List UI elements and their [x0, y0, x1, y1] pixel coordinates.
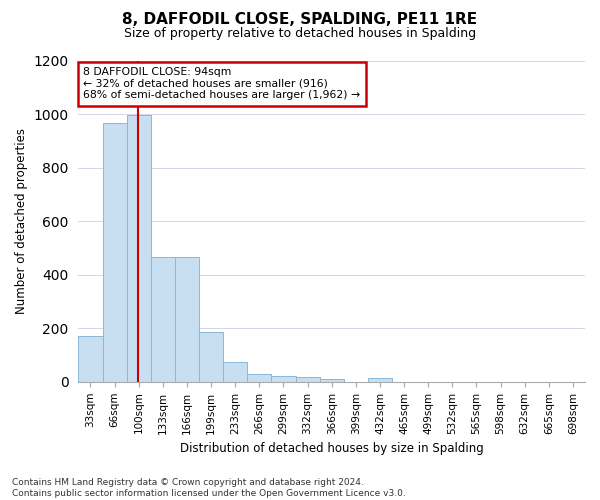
Bar: [368, 378, 392, 382]
Bar: [271, 376, 296, 382]
Text: Size of property relative to detached houses in Spalding: Size of property relative to detached ho…: [124, 28, 476, 40]
Bar: [199, 332, 223, 382]
Bar: [296, 377, 320, 382]
Y-axis label: Number of detached properties: Number of detached properties: [15, 128, 28, 314]
Bar: [223, 362, 247, 382]
Text: 8 DAFFODIL CLOSE: 94sqm
← 32% of detached houses are smaller (916)
68% of semi-d: 8 DAFFODIL CLOSE: 94sqm ← 32% of detache…: [83, 67, 361, 100]
Bar: [247, 374, 271, 382]
Bar: [79, 336, 103, 382]
Bar: [103, 124, 127, 382]
Bar: [175, 258, 199, 382]
X-axis label: Distribution of detached houses by size in Spalding: Distribution of detached houses by size …: [180, 442, 484, 455]
Text: Contains HM Land Registry data © Crown copyright and database right 2024.
Contai: Contains HM Land Registry data © Crown c…: [12, 478, 406, 498]
Text: 8, DAFFODIL CLOSE, SPALDING, PE11 1RE: 8, DAFFODIL CLOSE, SPALDING, PE11 1RE: [122, 12, 478, 28]
Bar: [151, 258, 175, 382]
Bar: [320, 379, 344, 382]
Bar: [127, 116, 151, 382]
